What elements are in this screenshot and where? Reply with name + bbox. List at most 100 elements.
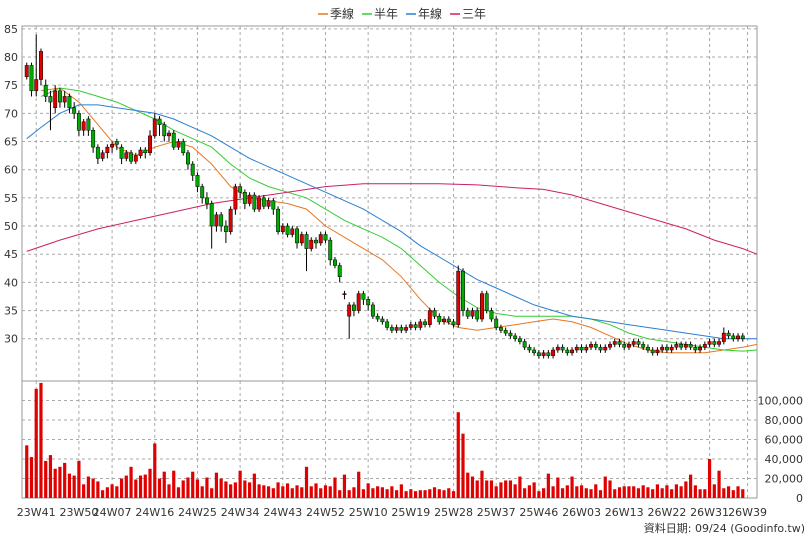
candle-body bbox=[209, 203, 214, 227]
candle bbox=[418, 319, 423, 331]
volume-bar bbox=[608, 480, 612, 498]
candle bbox=[603, 344, 608, 353]
candle bbox=[740, 333, 745, 342]
price-tick-label: 80 bbox=[4, 51, 18, 64]
volume-bar bbox=[722, 488, 726, 498]
candle-body bbox=[598, 346, 603, 351]
volume-bar bbox=[707, 459, 712, 498]
x-tick-label: 24W16 bbox=[135, 506, 174, 519]
candle-body bbox=[423, 321, 428, 325]
candle-body bbox=[91, 129, 96, 148]
candle bbox=[238, 183, 243, 198]
candle-body bbox=[627, 344, 631, 348]
volume-bar bbox=[418, 490, 422, 498]
volume-bar bbox=[641, 485, 645, 498]
candle-body bbox=[110, 144, 115, 148]
candle-body bbox=[679, 344, 684, 348]
volume-bar bbox=[736, 486, 740, 498]
candle-body bbox=[252, 194, 257, 210]
volume-bar bbox=[347, 490, 351, 498]
candle bbox=[57, 87, 62, 108]
candle bbox=[688, 341, 693, 351]
candle bbox=[276, 206, 281, 235]
legend-label-3: 三年 bbox=[462, 7, 486, 21]
candle-body bbox=[712, 341, 717, 345]
volume-bar bbox=[129, 466, 133, 498]
candle-body bbox=[347, 304, 352, 317]
candle bbox=[157, 116, 162, 136]
candle bbox=[48, 90, 53, 131]
candle-body bbox=[81, 121, 86, 131]
volume-bar bbox=[224, 481, 228, 498]
volume-bar bbox=[570, 476, 574, 498]
candle-body bbox=[641, 344, 646, 348]
candle bbox=[508, 330, 513, 339]
volume-bar bbox=[290, 488, 294, 498]
candle bbox=[261, 195, 266, 210]
candle-body bbox=[228, 208, 233, 232]
volume-bar bbox=[314, 483, 318, 498]
volume-bar bbox=[579, 485, 584, 498]
volume-bar bbox=[504, 480, 508, 498]
candle-body bbox=[532, 349, 537, 354]
candle-body bbox=[456, 270, 461, 325]
x-tick-label: 24W52 bbox=[306, 506, 345, 519]
x-tick-label: 25W10 bbox=[349, 506, 388, 519]
candle-body bbox=[195, 175, 200, 187]
candle bbox=[655, 347, 660, 356]
volume-bar bbox=[366, 483, 370, 498]
price-tick-label: 65 bbox=[4, 136, 18, 149]
candle-body bbox=[29, 65, 34, 92]
volume-bar bbox=[684, 481, 688, 498]
volume-bar bbox=[485, 480, 489, 498]
volume-bar bbox=[257, 484, 261, 498]
volume-bar bbox=[432, 487, 437, 498]
volume-bar bbox=[200, 486, 204, 498]
volume-bar bbox=[191, 471, 195, 498]
candle-body bbox=[432, 310, 437, 317]
volume-bar bbox=[138, 475, 143, 498]
candle-body bbox=[399, 327, 404, 331]
volume-bar bbox=[523, 488, 527, 498]
candle-body bbox=[257, 197, 262, 210]
price-tick-label: 35 bbox=[4, 305, 18, 318]
candle bbox=[541, 350, 546, 359]
candle bbox=[622, 341, 627, 351]
candle bbox=[513, 333, 518, 342]
candle-body bbox=[124, 152, 129, 159]
candle bbox=[641, 341, 646, 351]
volume-bar bbox=[703, 489, 707, 498]
candle bbox=[442, 316, 446, 325]
volume-bar bbox=[248, 482, 252, 498]
candle bbox=[190, 161, 195, 181]
candle bbox=[589, 341, 593, 351]
price-tick-label: 60 bbox=[4, 164, 18, 177]
candle bbox=[72, 102, 77, 119]
candle-body bbox=[290, 228, 295, 235]
candle-body bbox=[631, 341, 636, 345]
candle bbox=[636, 338, 641, 348]
candle-body bbox=[612, 341, 617, 345]
legend-label-0: 季線 bbox=[330, 6, 354, 21]
volume-bar bbox=[470, 476, 475, 498]
candle-body bbox=[470, 310, 475, 317]
volume-bar bbox=[176, 487, 181, 498]
volume-bar bbox=[357, 471, 361, 498]
candle bbox=[413, 321, 418, 331]
candle bbox=[484, 290, 489, 314]
candle-body bbox=[285, 225, 290, 235]
candle bbox=[81, 118, 86, 136]
legend-label-2: 年線 bbox=[418, 6, 442, 21]
candle bbox=[645, 344, 650, 353]
candle bbox=[702, 341, 707, 351]
volume-bar bbox=[560, 488, 565, 498]
candle bbox=[475, 307, 480, 322]
x-tick-label: 23W50 bbox=[59, 506, 98, 519]
volume-bar bbox=[546, 473, 550, 498]
volume-bar bbox=[167, 484, 171, 498]
candle bbox=[29, 62, 34, 97]
candle-body bbox=[394, 327, 399, 331]
candle-body bbox=[683, 344, 688, 348]
candle-body bbox=[337, 265, 342, 278]
